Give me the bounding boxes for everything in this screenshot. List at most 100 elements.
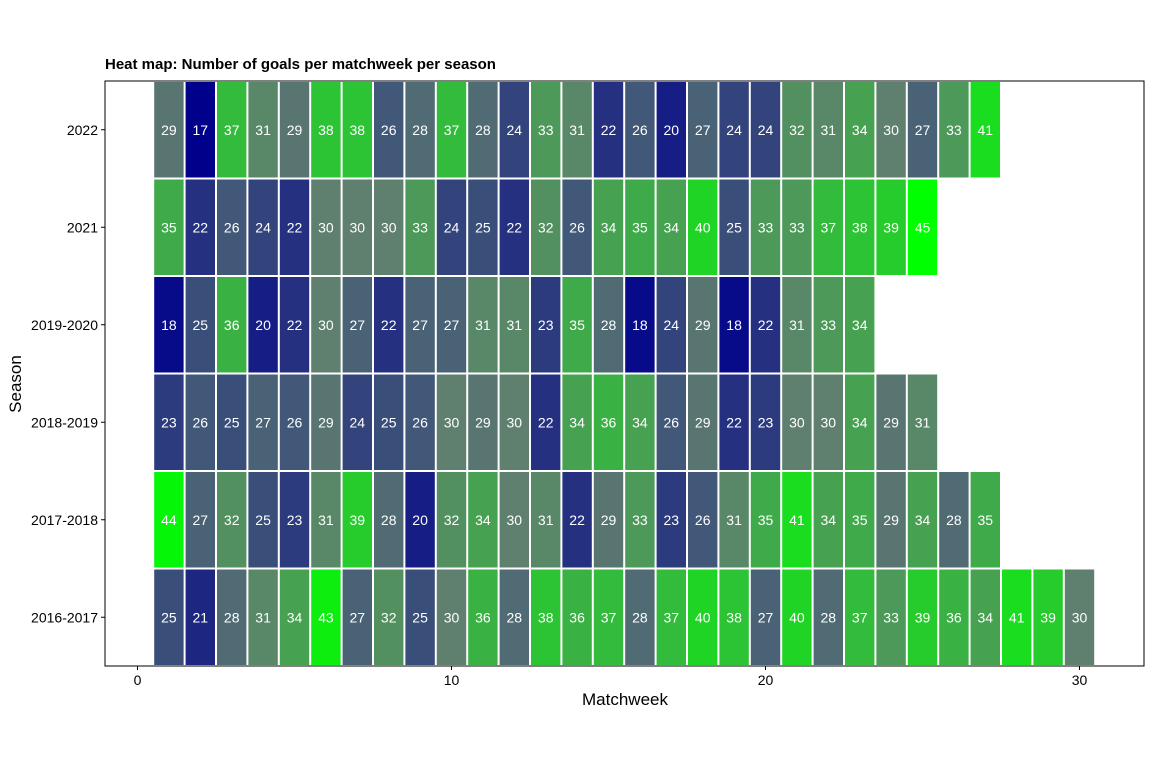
tile-value-label: 25 — [726, 219, 742, 235]
tile-value-label: 29 — [161, 122, 177, 138]
heatmap-tile — [185, 277, 215, 373]
tile-value-label: 28 — [381, 512, 397, 528]
tile-value-label: 27 — [350, 609, 366, 625]
heatmap-tile — [750, 472, 781, 568]
tile-value-label: 25 — [381, 414, 397, 430]
heatmap-tile — [217, 179, 247, 275]
heatmap-tile — [782, 82, 812, 178]
tile-value-label: 31 — [255, 609, 271, 625]
heatmap-tile — [719, 179, 749, 275]
tile-value-label: 34 — [569, 414, 585, 430]
tile-value-label: 40 — [789, 609, 805, 625]
tile-value-label: 21 — [193, 609, 209, 625]
heatmap-tile — [907, 82, 938, 178]
tile-value-label: 18 — [632, 317, 648, 333]
heatmap-tile — [1002, 569, 1032, 665]
heatmap-tile — [531, 569, 561, 665]
heatmap-tile — [656, 374, 686, 470]
heatmap-tile — [845, 374, 875, 470]
tile-value-label: 28 — [224, 609, 240, 625]
tile-value-label: 37 — [444, 122, 460, 138]
heatmap-tile — [405, 569, 435, 665]
heatmap-tile — [499, 179, 529, 275]
heatmap-tile — [813, 82, 843, 178]
y-tick-label: 2016-2017 — [31, 609, 98, 625]
tile-value-label: 22 — [569, 512, 585, 528]
heatmap-tile — [750, 569, 781, 665]
heatmap-tile — [279, 82, 310, 178]
heatmap-tile — [625, 277, 655, 373]
heatmap-tile — [813, 472, 843, 568]
tile-value-label: 41 — [789, 512, 805, 528]
tile-value-label: 31 — [475, 317, 491, 333]
heatmap-tile — [813, 179, 843, 275]
heatmap-tile — [625, 472, 655, 568]
x-tick-label: 30 — [1072, 672, 1088, 688]
tile-value-label: 32 — [224, 512, 240, 528]
tile-value-label: 23 — [287, 512, 303, 528]
heatmap-tile — [436, 569, 467, 665]
tile-value-label: 35 — [978, 512, 994, 528]
tile-value-label: 18 — [726, 317, 742, 333]
heatmap-tile — [405, 374, 435, 470]
heatmap-tile — [374, 569, 404, 665]
tile-value-label: 37 — [852, 609, 868, 625]
heatmap-tile — [719, 82, 749, 178]
tile-value-label: 26 — [287, 414, 303, 430]
heatmap-tile — [939, 569, 969, 665]
heatmap-tile — [688, 179, 718, 275]
tile-value-label: 27 — [350, 317, 366, 333]
heatmap-tile — [625, 569, 655, 665]
tile-value-label: 25 — [412, 609, 428, 625]
tile-value-label: 34 — [287, 609, 303, 625]
tile-value-label: 38 — [350, 122, 366, 138]
heatmap-tile — [311, 569, 341, 665]
tile-value-label: 26 — [664, 414, 680, 430]
tile-value-label: 32 — [444, 512, 460, 528]
heatmap-tile — [436, 82, 467, 178]
heatmap-tile — [593, 82, 624, 178]
tile-value-label: 34 — [852, 317, 868, 333]
tile-value-label: 39 — [915, 609, 931, 625]
heatmap-tile — [311, 277, 341, 373]
tile-value-label: 34 — [852, 122, 868, 138]
tile-value-label: 41 — [1009, 609, 1025, 625]
heatmap-tile — [279, 472, 310, 568]
tile-value-label: 24 — [444, 219, 460, 235]
tile-value-label: 33 — [821, 317, 837, 333]
heatmap-tile — [279, 179, 310, 275]
heatmap-tile — [593, 179, 624, 275]
tile-value-label: 30 — [1072, 609, 1088, 625]
heatmap-tile — [468, 82, 498, 178]
tile-value-label: 30 — [350, 219, 366, 235]
heatmap-tile — [907, 569, 938, 665]
heatmap-tile — [970, 472, 1000, 568]
tile-value-label: 34 — [475, 512, 491, 528]
tile-value-label: 30 — [821, 414, 837, 430]
tile-value-label: 28 — [632, 609, 648, 625]
heatmap-tile — [876, 374, 906, 470]
heatmap-tile — [311, 82, 341, 178]
heatmap-tile — [656, 179, 686, 275]
plot-panel — [104, 80, 1145, 667]
tile-value-label: 33 — [946, 122, 962, 138]
heatmap-tile — [939, 472, 969, 568]
heatmap-tile — [248, 569, 278, 665]
tile-value-label: 32 — [789, 122, 805, 138]
tile-value-label: 28 — [946, 512, 962, 528]
tile-value-label: 32 — [381, 609, 397, 625]
heatmap-tile — [468, 179, 498, 275]
heatmap-tile — [436, 374, 467, 470]
tile-value-label: 25 — [193, 317, 209, 333]
tile-value-label: 36 — [224, 317, 240, 333]
tile-value-label: 34 — [915, 512, 931, 528]
heatmap-tile — [311, 179, 341, 275]
heatmap-tile — [845, 179, 875, 275]
tile-value-label: 33 — [758, 219, 774, 235]
tile-value-label: 22 — [287, 219, 303, 235]
heatmap-tile — [750, 82, 781, 178]
tile-value-label: 25 — [475, 219, 491, 235]
heatmap-tile — [185, 82, 215, 178]
tile-value-label: 36 — [946, 609, 962, 625]
tile-value-label: 30 — [507, 512, 523, 528]
